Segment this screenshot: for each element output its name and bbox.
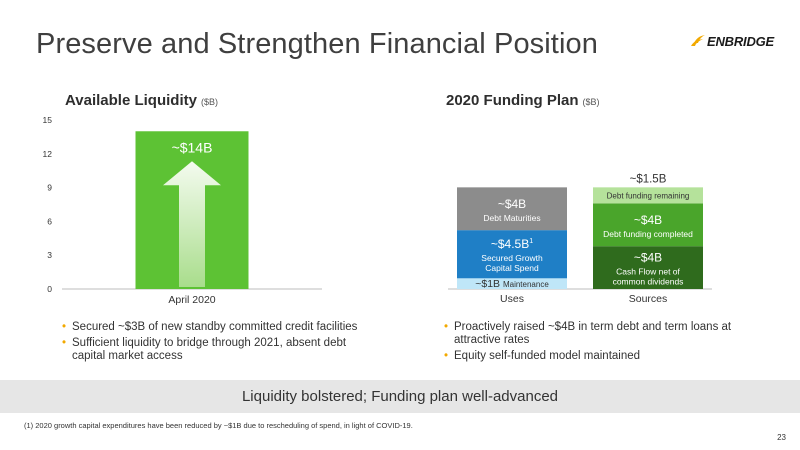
page-number: 23 bbox=[777, 433, 786, 442]
y-tick-label: 12 bbox=[43, 149, 53, 159]
liquidity-bar bbox=[135, 131, 249, 289]
flame-logo-icon bbox=[691, 35, 705, 46]
footnote-marker: 1 bbox=[529, 238, 533, 245]
segment-caption: Secured Growth bbox=[481, 253, 543, 263]
bullet-item: Sufficient liquidity to bridge through 2… bbox=[62, 337, 382, 363]
funding-title-text: 2020 Funding Plan bbox=[446, 92, 579, 109]
segment-label: ~$1B Maintenance bbox=[475, 278, 549, 290]
bullet-item: Equity self-funded model maintained bbox=[444, 350, 744, 363]
y-tick-label: 0 bbox=[47, 284, 52, 294]
liquidity-chart-title: Available Liquidity ($B) bbox=[65, 92, 218, 109]
segment-caption: Capital Spend bbox=[485, 263, 539, 273]
segment-value: ~$1B bbox=[475, 278, 503, 290]
page-title: Preserve and Strengthen Financial Positi… bbox=[36, 28, 598, 60]
segment-value: ~$4B bbox=[498, 197, 526, 211]
bar-data-label: ~$14B bbox=[172, 139, 213, 155]
liquidity-bullets: Secured ~$3B of new standby committed cr… bbox=[62, 321, 382, 366]
segment-caption: Maintenance bbox=[503, 280, 549, 289]
segment-caption: Debt Maturities bbox=[483, 213, 540, 223]
stack-segment bbox=[593, 246, 703, 289]
funding-unit: ($B) bbox=[582, 97, 600, 107]
x-tick-label: Uses bbox=[500, 293, 524, 305]
segment-caption: common dividends bbox=[613, 277, 684, 287]
y-tick-label: 6 bbox=[47, 216, 52, 226]
segment-caption: Debt funding completed bbox=[603, 229, 693, 239]
segment-value: ~$4B bbox=[634, 213, 662, 227]
y-tick-label: 3 bbox=[47, 250, 52, 260]
liquidity-title-text: Available Liquidity bbox=[65, 92, 197, 109]
segment-value: ~$4B bbox=[634, 251, 662, 265]
stack-segment bbox=[593, 187, 703, 204]
summary-banner: Liquidity bolstered; Funding plan well-a… bbox=[0, 380, 800, 413]
funding-chart-title: 2020 Funding Plan ($B) bbox=[446, 92, 600, 109]
segment-caption: Debt funding remaining bbox=[607, 191, 690, 200]
liquidity-unit: ($B) bbox=[200, 97, 218, 107]
bullet-item: Proactively raised ~$4B in term debt and… bbox=[444, 321, 744, 347]
stack-segment bbox=[457, 278, 567, 289]
y-tick-label: 15 bbox=[43, 115, 53, 125]
x-tick-label: April 2020 bbox=[168, 294, 215, 306]
segment-caption: Cash Flow net of bbox=[616, 267, 680, 277]
stack-segment bbox=[593, 203, 703, 247]
bullet-item: Secured ~$3B of new standby committed cr… bbox=[62, 321, 382, 334]
stack-segment bbox=[457, 230, 567, 279]
enbridge-logo: ENBRIDGE bbox=[688, 33, 774, 49]
segment-value: ~$4.5B1 bbox=[491, 237, 533, 251]
segment-value: ~$1.5B bbox=[630, 173, 667, 185]
logo-text: ENBRIDGE bbox=[707, 33, 775, 49]
y-tick-label: 9 bbox=[47, 183, 52, 193]
funding-bullets: Proactively raised ~$4B in term debt and… bbox=[444, 321, 744, 366]
up-arrow-icon bbox=[163, 161, 221, 287]
x-tick-label: Sources bbox=[629, 293, 668, 305]
stack-segment bbox=[457, 187, 567, 231]
footnote: (1) 2020 growth capital expenditures hav… bbox=[24, 421, 413, 430]
